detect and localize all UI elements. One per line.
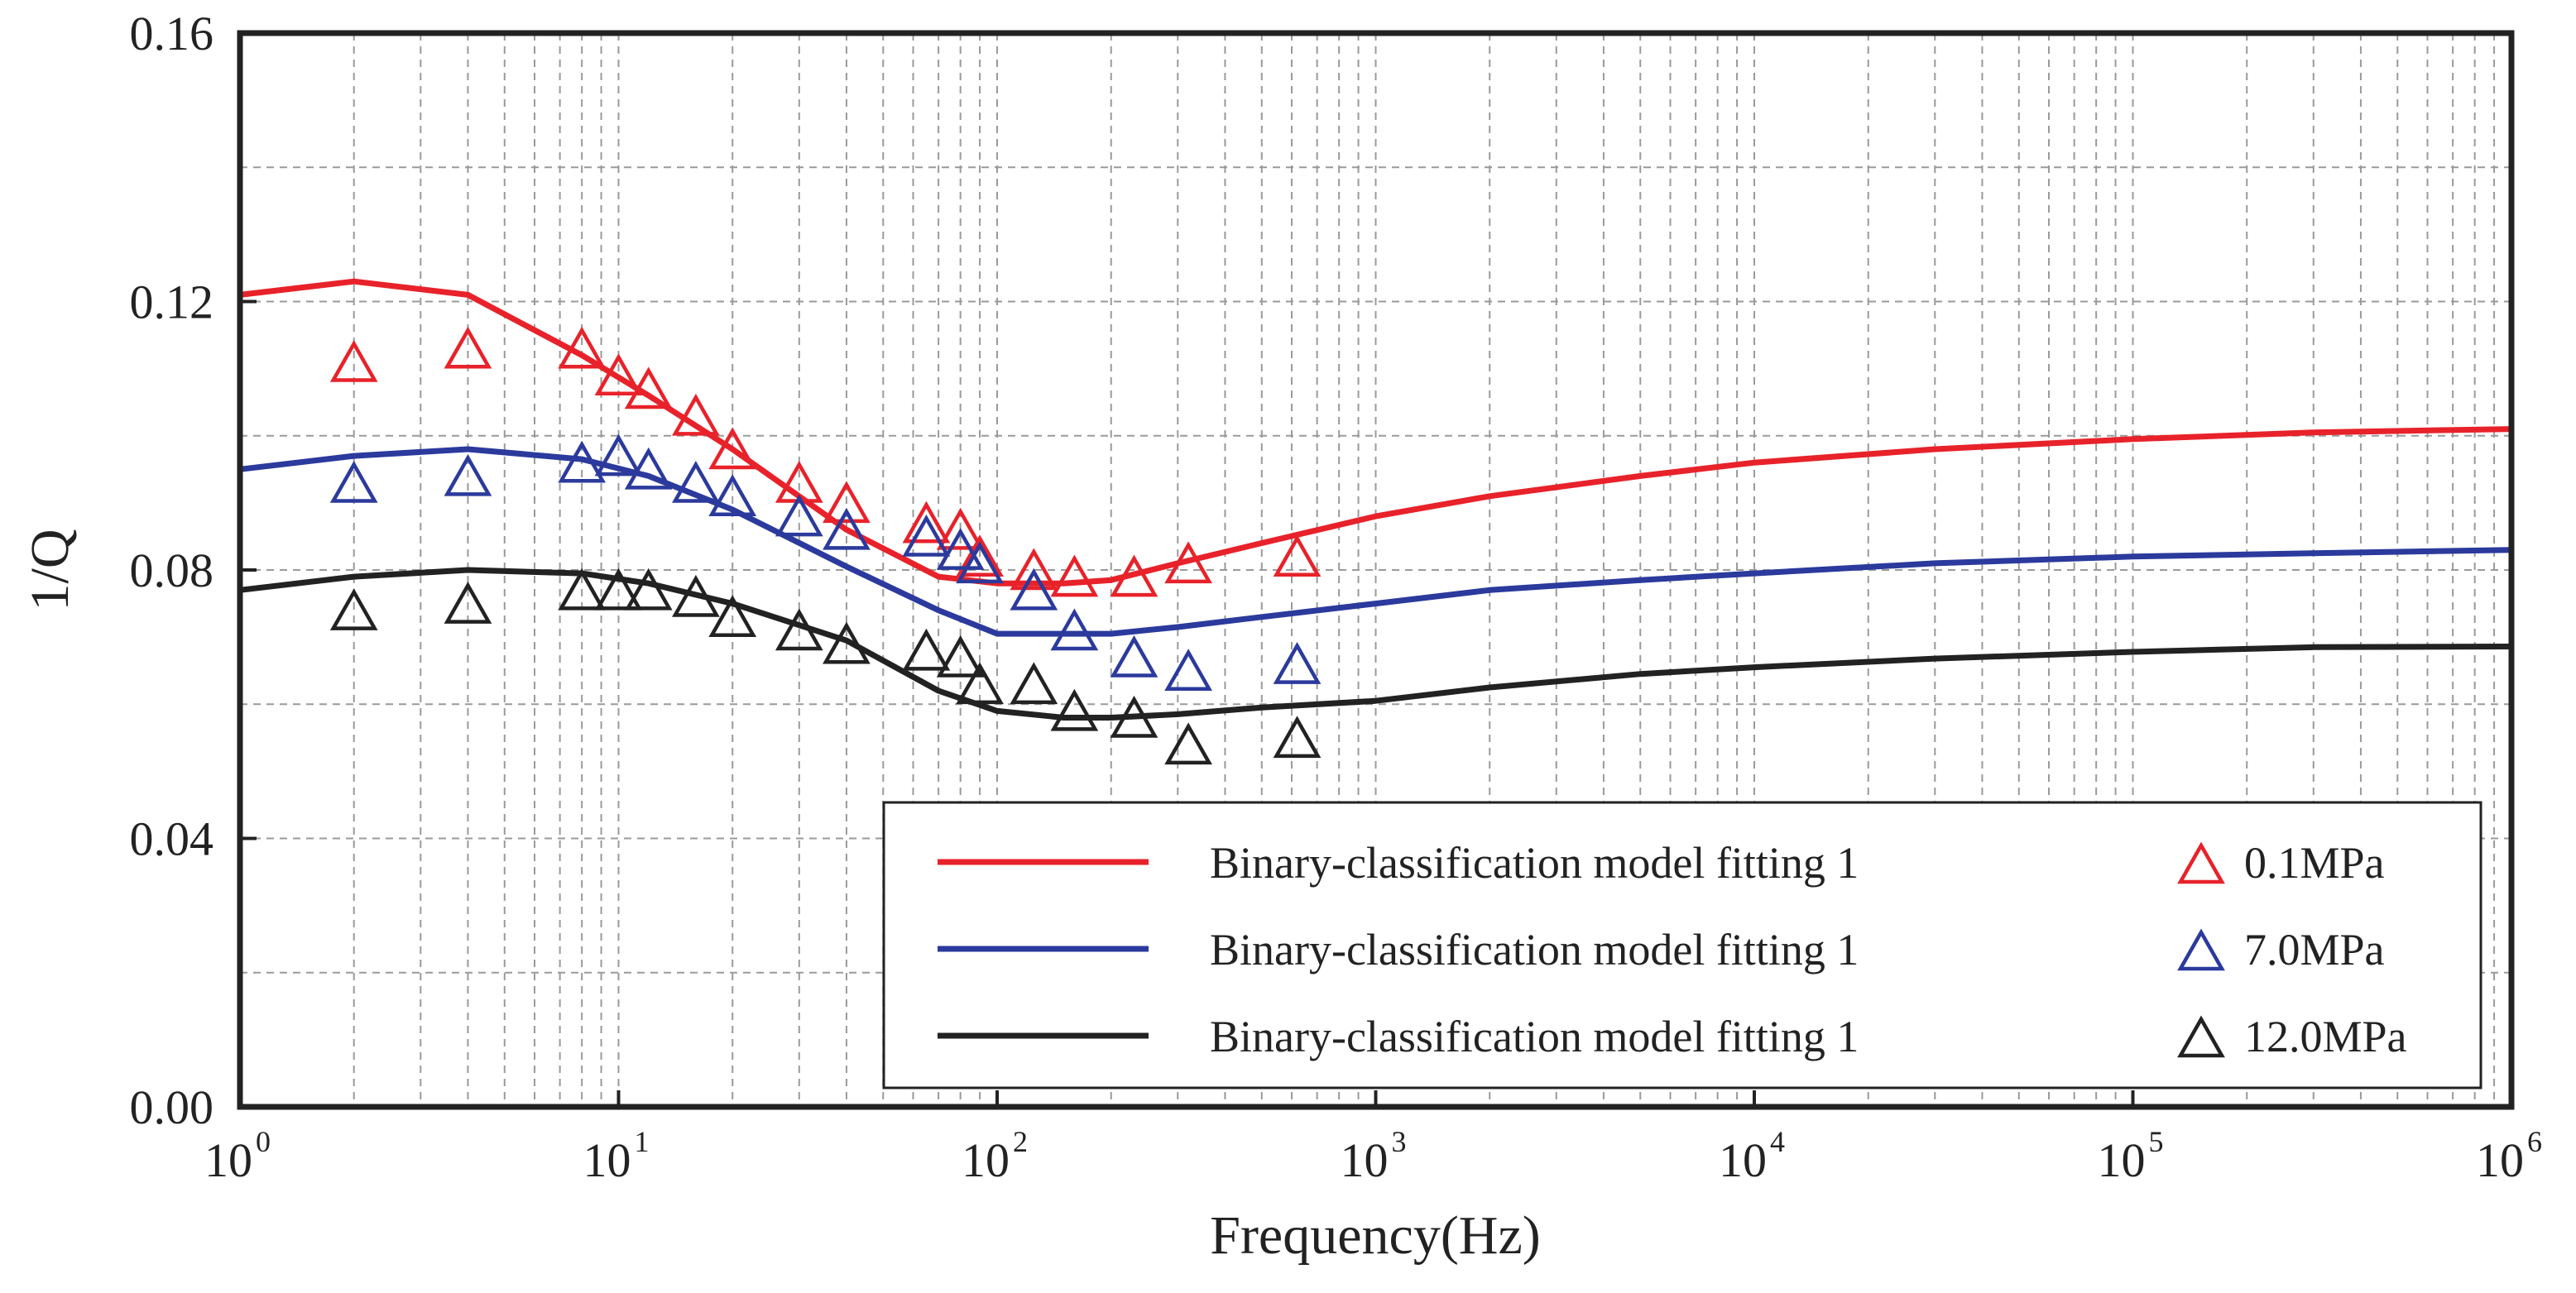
x-tick-exponent: 0 (256, 1125, 271, 1158)
legend: Binary-classification model fitting 1 0.1… (882, 801, 2482, 1089)
marker-7.0MPa (329, 460, 378, 503)
marker-0.1MPa (1050, 554, 1099, 597)
marker-0.1MPa (672, 393, 720, 436)
legend-line-label: Binary-classification model fitting 1 (1210, 1012, 1859, 1061)
marker-7.0MPa (775, 494, 823, 537)
legend-marker-label: 12.0MPa (2244, 1012, 2407, 1061)
marker-7.0MPa (1164, 649, 1212, 691)
marker-12.0MPa (956, 662, 1004, 705)
legend-marker-label: 0.1MPa (2244, 838, 2385, 888)
axis-ticks: 10 0 10 1 10 2 10 3 10 4 10 5 10 60.000.040.080.120.1… (130, 7, 2543, 1187)
legend-marker-swatch (2177, 1015, 2225, 1058)
marker-7.0MPa (708, 474, 757, 517)
marker-7.0MPa (558, 440, 607, 483)
marker-7.0MPa (1010, 567, 1058, 611)
x-axis-title: Frequency(Hz) (1210, 1205, 1540, 1266)
marker-12.0MPa (708, 595, 757, 638)
legend-marker-swatch (2177, 928, 2225, 971)
y-axis-title: 1/Q (20, 529, 80, 611)
marker-12.0MPa (672, 574, 720, 617)
marker-7.0MPa (936, 528, 985, 570)
x-tick-label: 10 (2476, 1133, 2524, 1187)
marker-12.0MPa (558, 567, 607, 611)
marker-12.0MPa (936, 635, 985, 678)
marker-0.1MPa (624, 366, 673, 409)
x-tick-label: 10 (2098, 1133, 2146, 1187)
grid (240, 33, 2511, 1107)
marker-7.0MPa (444, 453, 492, 496)
marker-12.0MPa (775, 608, 823, 651)
legend-line-label: Binary-classification model fitting 1 (1210, 925, 1859, 975)
y-tick-label: 0.00 (130, 1080, 214, 1134)
y-tick-label: 0.16 (130, 7, 214, 60)
marker-7.0MPa (956, 541, 1004, 584)
x-tick-label: 10 (583, 1133, 631, 1187)
marker-12.0MPa (444, 582, 492, 624)
marker-0.1MPa (1010, 548, 1058, 591)
fit-line-3 (237, 567, 2515, 721)
y-tick-label: 0.04 (130, 812, 214, 866)
data-markers (329, 326, 1322, 765)
marker-12.0MPa (1164, 722, 1212, 765)
x-tick-exponent: 2 (1013, 1125, 1028, 1158)
marker-7.0MPa (1110, 635, 1158, 678)
x-tick-label: 10 (204, 1133, 252, 1187)
marker-12.0MPa (1110, 695, 1158, 738)
marker-7.0MPa (1050, 608, 1099, 651)
x-tick-exponent: 4 (1770, 1125, 1785, 1158)
x-tick-exponent: 5 (2149, 1125, 2164, 1158)
marker-12.0MPa (1050, 688, 1099, 731)
marker-7.0MPa (1273, 642, 1322, 684)
legend-marker-label: 7.0MPa (2244, 925, 2385, 975)
marker-12.0MPa (902, 628, 951, 671)
marker-0.1MPa (902, 500, 951, 544)
legend-line-label: Binary-classification model fitting 1 (1210, 838, 1859, 888)
x-tick-exponent: 6 (2527, 1125, 2542, 1158)
marker-7.0MPa (594, 433, 643, 476)
marker-0.1MPa (1273, 534, 1322, 577)
x-tick-exponent: 1 (635, 1125, 650, 1158)
marker-7.0MPa (902, 514, 951, 557)
marker-7.0MPa (823, 507, 871, 550)
fit-line-1 (237, 278, 2515, 587)
legend-marker-swatch (2177, 841, 2225, 884)
x-tick-label: 10 (962, 1133, 1010, 1187)
y-tick-label: 0.08 (130, 544, 214, 597)
marker-0.1MPa (1110, 554, 1158, 597)
x-tick-label: 10 (1719, 1133, 1767, 1187)
marker-0.1MPa (956, 534, 1004, 577)
marker-7.0MPa (624, 447, 673, 490)
marker-0.1MPa (823, 481, 871, 524)
x-tick-exponent: 3 (1392, 1125, 1407, 1158)
marker-7.0MPa (672, 460, 720, 503)
marker-12.0MPa (624, 567, 673, 611)
marker-12.0MPa (329, 588, 378, 630)
x-tick-label: 10 (1341, 1133, 1389, 1187)
marker-0.1MPa (936, 507, 985, 550)
marker-0.1MPa (708, 427, 757, 470)
marker-0.1MPa (558, 326, 607, 369)
marker-0.1MPa (329, 339, 378, 382)
y-tick-label: 0.12 (130, 275, 214, 329)
marker-12.0MPa (1010, 662, 1058, 705)
marker-0.1MPa (1164, 541, 1212, 584)
marker-0.1MPa (444, 326, 492, 369)
marker-0.1MPa (594, 353, 643, 395)
marker-12.0MPa (1273, 716, 1322, 759)
marker-12.0MPa (594, 567, 643, 611)
marker-12.0MPa (823, 621, 871, 664)
